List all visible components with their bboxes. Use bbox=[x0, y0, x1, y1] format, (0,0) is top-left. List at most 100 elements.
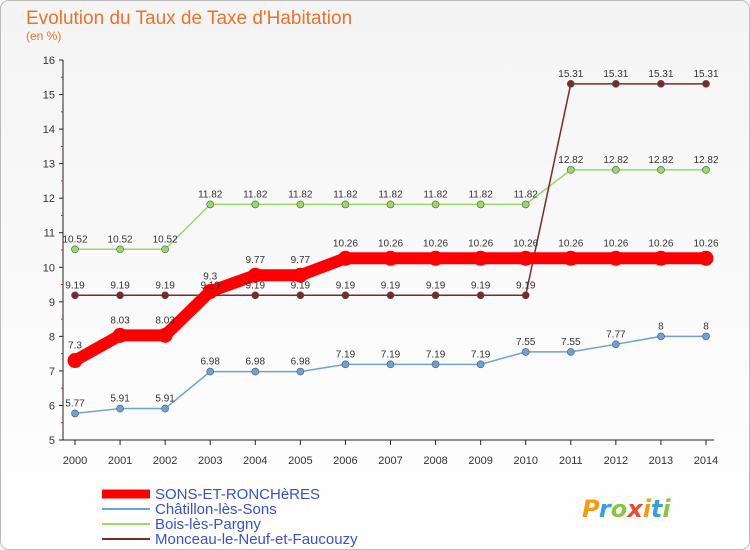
logo-text: Proxiti bbox=[582, 495, 671, 523]
x-tick-label: 2014 bbox=[694, 455, 718, 467]
data-label: 8 bbox=[658, 321, 664, 332]
proxiti-logo: Proxiti bbox=[582, 495, 671, 523]
data-point bbox=[612, 166, 620, 174]
y-tick-label: 15 bbox=[43, 90, 55, 102]
data-point bbox=[702, 80, 710, 88]
data-label: 9.77 bbox=[246, 255, 266, 266]
data-label: 7.19 bbox=[336, 349, 356, 360]
data-point bbox=[431, 200, 440, 209]
chart-subtitle: (en %) bbox=[26, 29, 61, 43]
data-label: 8.03 bbox=[155, 315, 175, 326]
data-point bbox=[653, 250, 669, 266]
data-label: 5.77 bbox=[65, 398, 85, 409]
data-point bbox=[657, 166, 665, 174]
data-point bbox=[71, 409, 79, 418]
y-tick-label: 13 bbox=[43, 159, 55, 171]
data-point bbox=[247, 267, 263, 283]
data-label: 15.31 bbox=[558, 69, 583, 80]
x-tick-label: 2013 bbox=[649, 455, 673, 467]
data-point bbox=[428, 250, 444, 266]
data-label: 9.19 bbox=[110, 280, 130, 291]
y-tick-label: 10 bbox=[43, 262, 55, 274]
data-point bbox=[161, 245, 169, 254]
data-label: 5.91 bbox=[110, 394, 130, 405]
data-point bbox=[341, 291, 350, 300]
data-point bbox=[431, 360, 440, 369]
legend-label: Bois-lès-Pargny bbox=[155, 516, 261, 533]
data-point bbox=[566, 348, 575, 356]
data-point bbox=[116, 245, 124, 254]
data-label: 10.26 bbox=[648, 238, 673, 249]
data-point bbox=[521, 200, 530, 209]
data-point bbox=[161, 404, 169, 413]
legend-label: Châtillon-lès-Sons bbox=[155, 501, 277, 518]
data-label: 12.82 bbox=[693, 155, 718, 166]
data-label: 10.26 bbox=[513, 238, 538, 249]
data-labels: 5.77 5.91 5.91 6.98 6.98 6.98 7.19 7.19 7.19 7.19… bbox=[62, 69, 718, 410]
data-label: 11.82 bbox=[243, 189, 268, 200]
data-label: 6.98 bbox=[200, 357, 220, 368]
y-tick-label: 16 bbox=[43, 55, 55, 67]
data-point bbox=[386, 291, 395, 300]
logo-letter: x bbox=[626, 495, 644, 523]
data-label: 10.26 bbox=[558, 238, 583, 249]
data-label: 10.26 bbox=[603, 238, 628, 249]
data-point bbox=[292, 267, 308, 283]
data-point bbox=[521, 348, 530, 356]
data-point bbox=[341, 200, 350, 209]
data-point bbox=[476, 291, 485, 300]
logo-letter: r bbox=[599, 495, 613, 523]
legend: SONS-ET-RONCHèRESChâtillon-lès-SonsBois-… bbox=[102, 486, 358, 548]
logo-letter: P bbox=[582, 495, 600, 523]
data-point bbox=[206, 200, 215, 209]
y-tick-label: 6 bbox=[49, 400, 55, 412]
data-point bbox=[657, 80, 665, 88]
data-point bbox=[67, 353, 83, 369]
data-point bbox=[251, 367, 260, 376]
data-label: 7.55 bbox=[516, 337, 536, 348]
x-tick-label: 2003 bbox=[198, 455, 222, 467]
data-point bbox=[337, 250, 353, 266]
data-label: 9.19 bbox=[426, 280, 446, 291]
data-label: 6.98 bbox=[246, 357, 266, 368]
data-point bbox=[612, 340, 620, 349]
data-label: 9.19 bbox=[246, 280, 266, 291]
data-label: 11.82 bbox=[378, 189, 403, 200]
data-point bbox=[566, 80, 575, 88]
data-label: 10.26 bbox=[333, 238, 358, 249]
data-label: 9.3 bbox=[203, 271, 217, 282]
data-label: 8.03 bbox=[110, 315, 130, 326]
data-label: 10.52 bbox=[108, 234, 133, 245]
legend-label: Monceau-le-Neuf-et-Faucouzy bbox=[155, 531, 358, 548]
data-point bbox=[431, 291, 440, 300]
data-label: 11.82 bbox=[468, 189, 493, 200]
data-point bbox=[702, 332, 710, 341]
data-label: 9.19 bbox=[291, 280, 311, 291]
data-label: 8 bbox=[703, 321, 709, 332]
data-point bbox=[657, 332, 665, 341]
data-label: 12.82 bbox=[648, 155, 673, 166]
data-point bbox=[563, 250, 579, 266]
data-point bbox=[296, 367, 305, 376]
data-point bbox=[702, 166, 710, 174]
data-label: 10.52 bbox=[62, 234, 87, 245]
y-tick-label: 7 bbox=[49, 366, 55, 378]
x-tick-label: 2006 bbox=[333, 455, 357, 467]
data-label: 11.82 bbox=[423, 189, 448, 200]
x-tick-label: 2010 bbox=[513, 455, 537, 467]
y-tick-label: 11 bbox=[44, 228, 55, 240]
data-point bbox=[612, 80, 620, 88]
data-point bbox=[206, 367, 215, 376]
x-tick-label: 2004 bbox=[243, 455, 267, 467]
data-label: 7.55 bbox=[561, 337, 581, 348]
x-tick-label: 2012 bbox=[604, 455, 628, 467]
data-label: 9.19 bbox=[381, 280, 401, 291]
legend-label: SONS-ET-RONCHèRES bbox=[155, 486, 320, 503]
data-point bbox=[116, 291, 124, 300]
series-points bbox=[67, 80, 714, 418]
data-label: 10.26 bbox=[423, 238, 448, 249]
data-label: 10.26 bbox=[693, 238, 718, 249]
logo-letter: i bbox=[643, 495, 652, 523]
